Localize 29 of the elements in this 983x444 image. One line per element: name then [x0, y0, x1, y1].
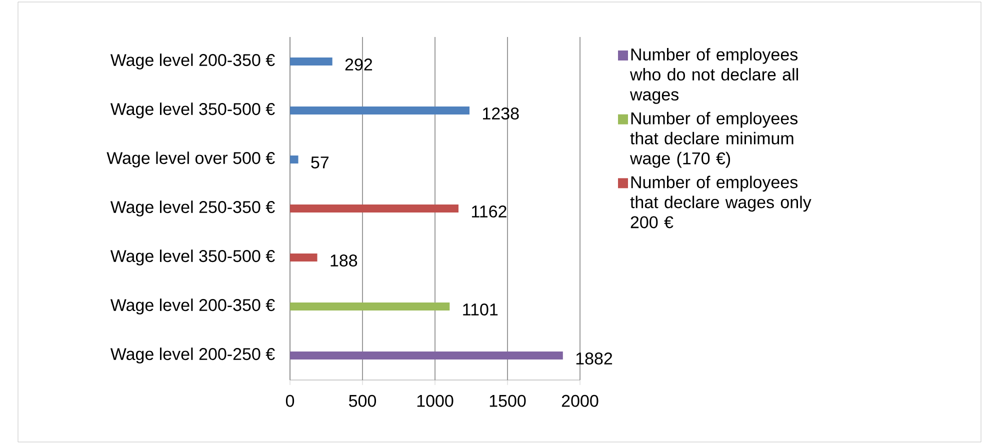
bar: [290, 254, 318, 262]
bar: [290, 106, 470, 114]
data-label: 1238: [483, 107, 519, 120]
data-label: 188: [330, 254, 358, 267]
legend-label: Number of employees that declare wages only 200 €: [630, 176, 812, 228]
data-label: 1162: [472, 205, 506, 218]
bar: [290, 302, 450, 311]
y-tick-label: Wage level 200-350 €: [110, 298, 275, 314]
y-tick-label: Wage level 350-500 €: [110, 102, 275, 118]
data-label: 1882: [576, 352, 612, 365]
data-label: 292: [345, 58, 372, 71]
data-label: 1101: [463, 303, 498, 316]
y-tick-label: Wage level over 500 €: [106, 152, 275, 168]
x-tick-label: 500: [349, 394, 376, 407]
y-tick-label: Wage level 350-500 €: [110, 250, 275, 266]
bar: [290, 204, 458, 212]
y-tick-label: Wage level 250-350 €: [110, 200, 275, 216]
x-tick-label: 1500: [490, 394, 526, 407]
x-tick-label: 0: [286, 394, 294, 407]
bar: [290, 58, 332, 66]
x-tick-label: 1000: [417, 394, 454, 407]
legend-label: Number of employees who do not declare all wages: [630, 48, 798, 104]
y-tick-label: Wage level 200-250 €: [110, 348, 275, 364]
x-tick-label: 2000: [562, 394, 598, 407]
y-tick-label: Wage level 200-350 €: [110, 54, 275, 70]
bar: [290, 352, 563, 360]
legend-label: Number of employees that declare minimum wage (170 €): [630, 112, 798, 168]
data-label: 57: [311, 156, 329, 168]
bar: [290, 156, 298, 164]
